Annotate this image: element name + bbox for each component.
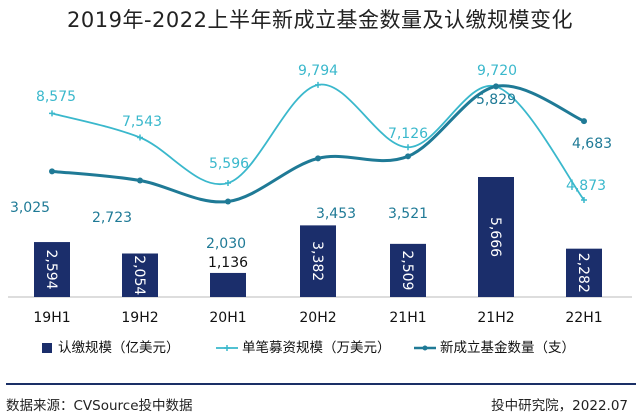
chart-title: 2019年-2022上半年新成立基金数量及认缴规模变化 bbox=[67, 8, 573, 32]
bar-label-20H2: 3,382 bbox=[309, 241, 325, 281]
label-fund-count-21H2: 5,829 bbox=[476, 92, 516, 108]
legend-swatch-bar bbox=[42, 343, 52, 353]
x-tick-21H2: 21H2 bbox=[477, 310, 514, 326]
label-fund-count-22H1: 4,683 bbox=[572, 136, 612, 152]
legend-label-fund-size: 单笔募资规模（万美元） bbox=[242, 340, 391, 356]
label-fund-size-21H2: 9,720 bbox=[477, 63, 517, 79]
point-fund-count-20H1 bbox=[225, 198, 231, 205]
x-tick-21H1: 21H1 bbox=[389, 310, 426, 326]
legend-label-fund-count: 新成立基金数量（支） bbox=[440, 339, 575, 356]
point-fund-size-22H1 bbox=[581, 196, 587, 203]
x-tick-20H2: 20H2 bbox=[299, 310, 336, 326]
bar-19H2 bbox=[122, 253, 158, 297]
label-fund-size-20H2: 9,794 bbox=[298, 63, 338, 79]
point-fund-count-21H2 bbox=[493, 83, 499, 90]
bar-label-21H2: 5,666 bbox=[487, 217, 503, 257]
label-fund-size-22H1: 4,873 bbox=[566, 178, 606, 194]
legend-marker-fund-count bbox=[422, 345, 428, 351]
label-fund-size-20H1: 5,596 bbox=[209, 156, 249, 172]
bar-label-21H1: 2,509 bbox=[399, 250, 415, 290]
label-fund-count-21H1: 3,521 bbox=[388, 206, 428, 222]
label-fund-count-20H2: 3,453 bbox=[316, 206, 356, 222]
x-tick-22H1: 22H1 bbox=[565, 310, 602, 326]
bar-21H2 bbox=[478, 177, 514, 297]
point-fund-count-19H1 bbox=[49, 168, 55, 175]
bar-20H2 bbox=[300, 225, 336, 297]
bar-label-20H1: 1,136 bbox=[208, 255, 248, 271]
bar-21H1 bbox=[390, 243, 426, 297]
chart-plot: 2,594 2,054 1,136 3,382 2,509 5,666 2,282 8,575… bbox=[8, 63, 632, 356]
legend-marker-fund-size bbox=[224, 345, 230, 351]
label-fund-size-21H1: 7,126 bbox=[388, 126, 428, 142]
bar-22H1 bbox=[566, 248, 602, 297]
bar-19H1 bbox=[34, 242, 70, 297]
footer-divider bbox=[6, 383, 636, 385]
bar-20H1 bbox=[210, 272, 246, 297]
point-fund-size-19H1 bbox=[49, 110, 55, 117]
point-fund-count-20H2 bbox=[315, 155, 321, 162]
bar-label-19H2: 2,054 bbox=[131, 255, 147, 295]
legend-label-bar: 认缴规模（亿美元） bbox=[58, 340, 180, 356]
point-fund-size-20H1 bbox=[225, 180, 231, 187]
point-fund-count-19H2 bbox=[137, 177, 143, 184]
data-source: 数据来源：CVSource投中数据 bbox=[6, 398, 193, 414]
publisher-credit: 投中研究院，2022.07 bbox=[491, 398, 628, 414]
x-tick-19H2: 19H2 bbox=[121, 310, 158, 326]
label-fund-count-20H1: 2,030 bbox=[206, 236, 246, 252]
point-fund-count-22H1 bbox=[581, 118, 587, 125]
label-fund-size-19H2: 7,543 bbox=[122, 114, 162, 130]
point-fund-size-21H1 bbox=[405, 144, 411, 151]
point-fund-count-21H1 bbox=[405, 153, 411, 160]
bar-label-22H1: 2,282 bbox=[575, 253, 591, 293]
point-fund-size-19H2 bbox=[137, 134, 143, 141]
label-fund-count-19H2: 2,723 bbox=[92, 210, 132, 226]
x-tick-20H1: 20H1 bbox=[209, 310, 246, 326]
bar-label-19H1: 2,594 bbox=[43, 249, 59, 289]
label-fund-size-19H1: 8,575 bbox=[36, 89, 76, 105]
point-fund-size-20H2 bbox=[315, 81, 321, 88]
label-fund-count-19H1: 3,025 bbox=[10, 200, 50, 216]
x-tick-19H1: 19H1 bbox=[33, 310, 70, 326]
